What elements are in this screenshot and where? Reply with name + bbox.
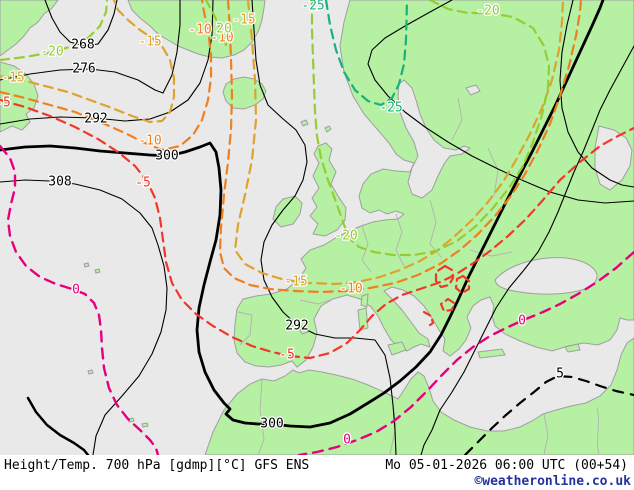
temp-minus5-label-1: -5: [135, 176, 151, 191]
height-300-thick-label-0: 300: [155, 149, 178, 164]
temp-minus15-main-label-0: -15: [232, 13, 255, 28]
temp-minus15-west-label-1: -15: [138, 35, 161, 50]
height-292-west-line: [0, 0, 214, 125]
temp-minus20-greenland-label-0: 20: [216, 22, 232, 37]
height-thin-east-line: [420, 45, 634, 455]
temp-minus5-arc-d-line: [422, 310, 435, 329]
land-faroes: [300, 119, 309, 127]
temp-minus10-main-label-1: -10: [339, 282, 362, 297]
height-268-label-0: 268: [71, 38, 94, 53]
temp-minus5-loop-a-line: [434, 264, 455, 289]
height-292-west-label-0: 292: [84, 112, 107, 127]
temp-minus20-west-line: [0, 0, 109, 62]
temp-minus20-main-label-1: -20: [334, 229, 357, 244]
temp-minus25-label-0: -25: [301, 0, 324, 14]
temp-minus15-west-label-0: -15: [1, 71, 24, 86]
temp-minus20-main-label-0: -20: [476, 4, 499, 19]
sea-caspian: [594, 125, 633, 191]
height-300-thick-label-1: 300: [260, 417, 283, 432]
sea-baltic: [397, 79, 472, 199]
temp-plus5-line: [463, 374, 634, 455]
temp-0-east-label-0: 0: [518, 314, 526, 329]
temp-minus10-west-line: [0, 0, 213, 152]
height-276-line: [0, 0, 181, 94]
lake-ladoga: [465, 84, 481, 96]
land-shetland: [324, 125, 332, 133]
land-madeira: [87, 369, 94, 375]
temp-minus5-label-0: -5: [0, 96, 11, 111]
copyright-link[interactable]: ©weatheronline.co.uk: [474, 474, 631, 489]
land-cyprus: [564, 343, 581, 353]
temp-minus5-line: [0, 98, 634, 360]
temp-minus25-label-1: -25: [379, 101, 402, 116]
temp-minus20-main-line: [310, 0, 551, 257]
land-iceland: [222, 76, 267, 110]
land-great-britain: [309, 142, 347, 237]
height-268-line: [44, 0, 118, 47]
temp-minus15-west-line: [0, 0, 176, 124]
height-thick-sw-line: [26, 396, 90, 455]
temp-minus10-main-label-0: -10: [210, 31, 233, 46]
temp-minus5-label-2: -5: [279, 348, 295, 363]
country-borders: [237, 97, 600, 455]
height-292-east-line: [251, 0, 397, 455]
temp-0-east-line: [297, 250, 634, 455]
temp-minus10-main-line: [218, 0, 583, 294]
contour-layer: [0, 0, 634, 455]
height-308-label-0: 308: [48, 175, 71, 190]
land-sardinia: [357, 307, 369, 331]
height-308-line: [0, 179, 168, 455]
height-thin-ne-1-line: [367, 0, 634, 204]
land-sicily: [387, 341, 407, 356]
land-azores: [83, 262, 101, 274]
temp-minus5-loop-b-line: [454, 274, 471, 295]
temp-minus15-main-label-1: -15: [284, 275, 307, 290]
chart-parameter-label: Height/Temp. 700 hPa [gdmp][°C] GFS ENS: [4, 458, 310, 473]
temp-minus20-west-label-0: -20: [40, 45, 63, 60]
map-area: 2682762922923003003085000-5-5-5-10-10-10…: [0, 0, 634, 455]
temp-0-west-line: [0, 144, 160, 455]
height-292-east-label-0: 292: [285, 319, 308, 334]
land-ireland: [272, 195, 303, 228]
temp-minus10-west-label-0: -10: [138, 134, 161, 149]
land-corsica: [360, 293, 369, 308]
weather-map: 2682762922923003003085000-5-5-5-10-10-10…: [0, 0, 634, 455]
temp-minus20-greenland-line: [204, 0, 228, 47]
land-canaries: [127, 417, 149, 428]
temp-minus10-west-label-1: -10: [188, 23, 211, 38]
height-276-label-0: 276: [72, 62, 95, 77]
caption-bar: Height/Temp. 700 hPa [gdmp][°C] GFS ENS …: [0, 455, 634, 490]
land-crete: [477, 348, 506, 359]
temp-0-west-label-0: 0: [72, 283, 80, 298]
temp-minus5-loop-c-line: [439, 297, 456, 313]
temp-minus25-line: [324, 0, 409, 107]
temp-0-east-label-1: 0: [343, 433, 351, 448]
land-greenland-southwest: [0, 0, 59, 57]
height-thin-ne-2-line: [559, 0, 634, 188]
chart-datetime-label: Mo 05-01-2026 06:00 UTC (00+54): [385, 458, 628, 473]
temp-plus5-label-0: 5: [556, 367, 564, 382]
contour-label-layer: 2682762922923003003085000-5-5-5-10-10-10…: [0, 0, 565, 449]
temp-minus15-main-line: [233, 0, 565, 286]
